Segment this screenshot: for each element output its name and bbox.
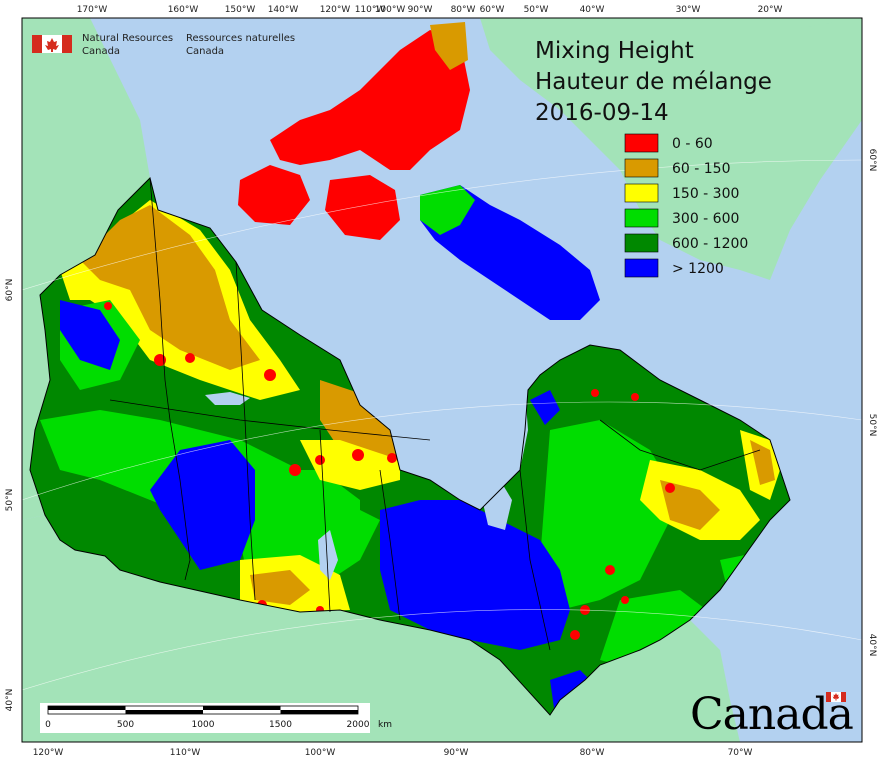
legend-swatch (624, 208, 659, 228)
legend-label: 0 - 60 (672, 136, 713, 152)
right-coordinate-label: 60°N (867, 149, 877, 172)
map-frame (21, 17, 863, 743)
top-coordinate-label: 60°W (480, 5, 505, 15)
arctic-islands (270, 30, 470, 170)
arctic-island-central (325, 175, 400, 240)
arctic-island-ellesmere-tip (430, 22, 468, 70)
wordmark-flag-left (826, 692, 831, 702)
hudson-bay (395, 360, 528, 500)
wordmark-block: Canada (690, 689, 854, 740)
land-west-coast (22, 295, 50, 520)
top-coordinate-label: 160°W (168, 5, 199, 15)
wordmark-flag-right (841, 692, 846, 702)
right-coordinate-labels: 60°N 50°N 40°N (867, 149, 877, 657)
org-en-line1: Natural Resources (82, 33, 173, 44)
legend-label: 600 - 1200 (672, 236, 748, 252)
land-northwest (22, 18, 150, 300)
map-body (22, 18, 862, 742)
left-coordinate-labels: 60°N 50°N 40°N (5, 279, 15, 712)
baffin-island (420, 185, 600, 320)
right-coordinate-label: 50°N (867, 414, 877, 437)
bottom-coordinate-labels: 120°W 110°W 100°W 90°W 80°W 70°W (33, 748, 753, 758)
map-title: Mixing Height (535, 38, 694, 64)
scale-seg-2 (125, 710, 203, 714)
bottom-coordinate-label: 80°W (580, 748, 605, 758)
top-coordinate-label: 170°W (77, 5, 108, 15)
baffin-north-green (420, 185, 475, 235)
legend: 0 - 60 60 - 150 150 - 300 300 - 600 600 - 12… (624, 133, 748, 278)
legend-swatch (624, 133, 659, 153)
legend-swatch (624, 183, 659, 203)
scale-seg-3 (203, 706, 281, 710)
bottom-coordinate-label: 120°W (33, 748, 64, 758)
legend-label: 60 - 150 (672, 161, 731, 177)
wordmark-maple-leaf-icon (832, 693, 840, 701)
top-coordinate-label: 140°W (268, 5, 299, 15)
legend-swatch (624, 233, 659, 253)
left-coordinate-label: 60°N (5, 279, 15, 302)
bottom-coordinate-label: 70°W (728, 748, 753, 758)
scale-tick-label: 500 (117, 720, 134, 730)
scale-bar: 0 500 1000 1500 2000 km (40, 703, 392, 733)
land-greenland (480, 18, 862, 280)
org-fr-line2: Canada (186, 46, 224, 57)
graticule (22, 159, 862, 691)
arctic-island-west (238, 165, 310, 225)
left-coordinate-label: 40°N (5, 689, 15, 712)
top-coordinate-label: 120°W (320, 5, 351, 15)
flag-right-bar (62, 35, 72, 53)
top-coordinate-label: 50°W (524, 5, 549, 15)
top-coordinate-label: 40°W (580, 5, 605, 15)
top-coordinate-label: 150°W (225, 5, 256, 15)
top-coordinate-label: 80°W (451, 5, 476, 15)
scale-tick-label: 1000 (192, 720, 215, 730)
scale-tick-label: 1500 (269, 720, 292, 730)
james-bay (480, 480, 512, 530)
scale-seg-4 (280, 710, 358, 714)
legend-label: 150 - 300 (672, 186, 739, 202)
great-slave-lake (205, 392, 250, 405)
top-coordinate-label: 20°W (758, 5, 783, 15)
legend-label: 300 - 600 (672, 211, 739, 227)
lake-winnipeg (318, 530, 338, 580)
top-coordinate-label: 90°W (408, 5, 433, 15)
land-usa (22, 515, 740, 742)
bottom-coordinate-label: 100°W (305, 748, 336, 758)
maple-leaf-icon (45, 38, 59, 52)
scale-tick-label: 2000 (347, 720, 370, 730)
right-coordinate-label: 40°N (867, 634, 877, 657)
org-fr-line1: Ressources naturelles (186, 33, 295, 44)
scale-seg-1 (48, 706, 126, 710)
top-coordinate-label: 100°W (375, 5, 406, 15)
canada-outline (29, 177, 791, 716)
legend-label: > 1200 (672, 261, 724, 277)
map-date: 2016-09-14 (535, 100, 669, 126)
scale-tick-label: 0 (45, 720, 51, 730)
top-coordinate-label: 30°W (676, 5, 701, 15)
legend-swatch (624, 258, 659, 278)
org-block: Natural Resources Canada Ressources natu… (32, 33, 295, 57)
bottom-coordinate-label: 90°W (444, 748, 469, 758)
provincial-borders (109, 177, 761, 651)
flag-left-bar (32, 35, 42, 53)
org-en-line2: Canada (82, 46, 120, 57)
title-block: Mixing Height Hauteur de mélange 2016-09… (535, 38, 772, 126)
bottom-coordinate-label: 110°W (170, 748, 201, 758)
land-iceland (800, 22, 848, 62)
top-coordinate-label: 110°W (355, 5, 386, 15)
scale-tick-labels: 0 500 1000 1500 2000 km (45, 720, 392, 730)
legend-swatch (624, 158, 659, 178)
left-coordinate-label: 50°N (5, 489, 15, 512)
scale-unit-label: km (378, 720, 392, 730)
map-title-fr: Hauteur de mélange (535, 69, 772, 95)
